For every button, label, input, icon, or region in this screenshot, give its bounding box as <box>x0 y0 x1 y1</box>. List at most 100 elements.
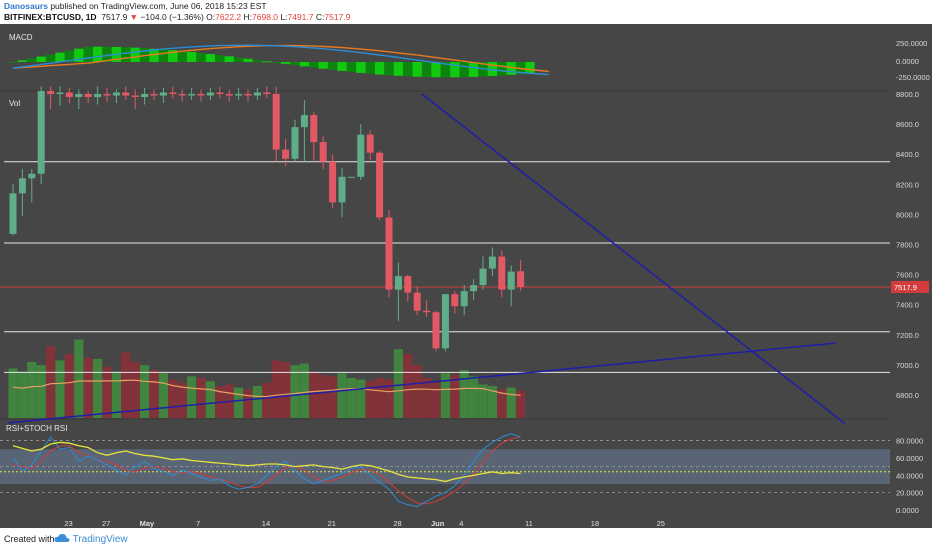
volume-bar <box>140 365 150 418</box>
macd-histogram-bar <box>224 56 234 62</box>
brand-name: TradingView <box>72 534 128 545</box>
macd-histogram-bar <box>196 52 206 62</box>
macd-histogram-bar <box>215 55 225 62</box>
bullish-candle <box>188 94 196 96</box>
x-axis-label: 28 <box>393 519 401 528</box>
volume-bar <box>459 370 469 418</box>
macd-histogram-bar <box>205 54 216 62</box>
bearish-candle <box>169 92 177 94</box>
created-with-text: Created with <box>4 534 55 544</box>
price-axis-label: 7800.0 <box>896 241 919 250</box>
bullish-candle <box>394 276 402 290</box>
macd-axis-label: 250.0000 <box>896 39 927 48</box>
volume-bar <box>271 360 281 418</box>
volume-bar <box>27 362 37 418</box>
bullish-candle <box>18 178 26 194</box>
x-axis-label: 25 <box>657 519 665 528</box>
symbol-label[interactable]: BITFINEX:BTCUSD, 1D <box>4 12 97 22</box>
volume-bar <box>478 384 488 418</box>
price-axis-label: 7600.0 <box>896 271 919 280</box>
bearish-candle <box>282 149 290 159</box>
volume-bar <box>149 370 159 418</box>
volume-ma-line <box>12 379 521 398</box>
macd-axis-label: -250.0000 <box>896 73 930 82</box>
price-change: −104.0 (−1.36%) <box>140 12 204 22</box>
trendline <box>421 93 846 425</box>
macd-pane-title: MACD <box>9 33 33 42</box>
macd-histogram-bar <box>290 62 300 66</box>
volume-bar <box>422 378 432 418</box>
high-label: H: <box>243 12 253 22</box>
bullish-candle <box>338 176 346 203</box>
volume-bar <box>102 366 112 418</box>
volume-bar <box>130 362 140 418</box>
bearish-candle <box>103 94 111 96</box>
bearish-candle <box>385 217 393 290</box>
chart-area[interactable]: 250.0000 0.0000 -250.0000 8800.0 8600.0 8400.… <box>0 24 932 528</box>
macd-histogram-bar <box>506 62 516 75</box>
footer: Created with TradingView <box>0 528 932 550</box>
volume-bar <box>431 381 441 418</box>
chart-canvas[interactable]: 250.00000.0000-250.00008800.08600.08400.… <box>0 24 932 528</box>
bearish-candle <box>225 94 233 96</box>
x-axis-label: 4 <box>459 519 463 528</box>
rsi-axis-label: 60.0000 <box>896 454 923 463</box>
bullish-candle <box>460 291 468 307</box>
volume-bar <box>328 376 338 418</box>
macd-histogram-bar <box>121 47 131 62</box>
macd-histogram-bar <box>55 52 65 62</box>
volume-bar <box>8 368 18 418</box>
volume-bar <box>234 387 244 418</box>
bullish-candle <box>206 92 214 96</box>
last-price-tag-label: 7517.9 <box>894 283 917 292</box>
bearish-candle <box>47 90 55 94</box>
low-value: 7491.7 <box>287 12 314 22</box>
volume-bar <box>243 389 253 418</box>
bearish-candle <box>244 94 252 96</box>
bearish-candle <box>65 92 73 98</box>
volume-bar <box>393 349 403 418</box>
macd-histogram-bar <box>158 49 169 62</box>
bullish-candle <box>28 173 36 179</box>
macd-histogram-bar <box>318 62 328 69</box>
macd-histogram-bar <box>233 57 244 62</box>
bearish-candle <box>432 312 440 349</box>
volume-pane-title: Vol <box>9 99 20 108</box>
tradingview-logo[interactable]: TradingView <box>54 533 128 545</box>
macd-histogram-bar <box>450 62 460 78</box>
author-link[interactable]: Danosaurs <box>4 1 48 11</box>
bearish-candle <box>150 94 158 96</box>
bullish-candle <box>94 94 102 98</box>
bearish-candle <box>178 94 186 96</box>
macd-histogram-bar <box>412 62 422 77</box>
volume-bar <box>262 382 272 418</box>
bearish-candle <box>310 115 318 143</box>
macd-histogram-bar <box>468 62 479 77</box>
price-axis-label: 8200.0 <box>896 180 919 189</box>
x-axis-label: 18 <box>591 519 599 528</box>
bearish-candle <box>376 152 384 218</box>
bearish-candle <box>131 95 139 98</box>
macd-histogram-bar <box>393 62 404 76</box>
macd-histogram-bar <box>365 62 375 74</box>
macd-histogram-bar <box>337 62 347 71</box>
bearish-candle <box>517 271 525 287</box>
price-axis-label: 7000.0 <box>896 361 919 370</box>
volume-bar <box>440 373 450 418</box>
volume-bar <box>299 363 309 418</box>
volume-bar <box>74 339 84 418</box>
macd-histogram-bar <box>440 62 451 78</box>
price-axis-label: 8800.0 <box>896 90 919 99</box>
chart-header: Danosaurs published on TradingView.com, … <box>0 0 932 24</box>
x-axis-label: Jun <box>431 519 445 528</box>
price-axis-label: 7400.0 <box>896 301 919 310</box>
price-axis-label: 8600.0 <box>896 120 919 129</box>
bullish-candle <box>347 176 355 178</box>
macd-histogram-bar <box>243 58 253 62</box>
macd-histogram-bar <box>431 62 441 78</box>
volume-bar <box>487 386 497 418</box>
close-value: 7517.9 <box>324 12 351 22</box>
bullish-candle <box>300 115 308 128</box>
macd-histogram-bar <box>8 62 18 63</box>
low-label: L: <box>280 12 288 22</box>
